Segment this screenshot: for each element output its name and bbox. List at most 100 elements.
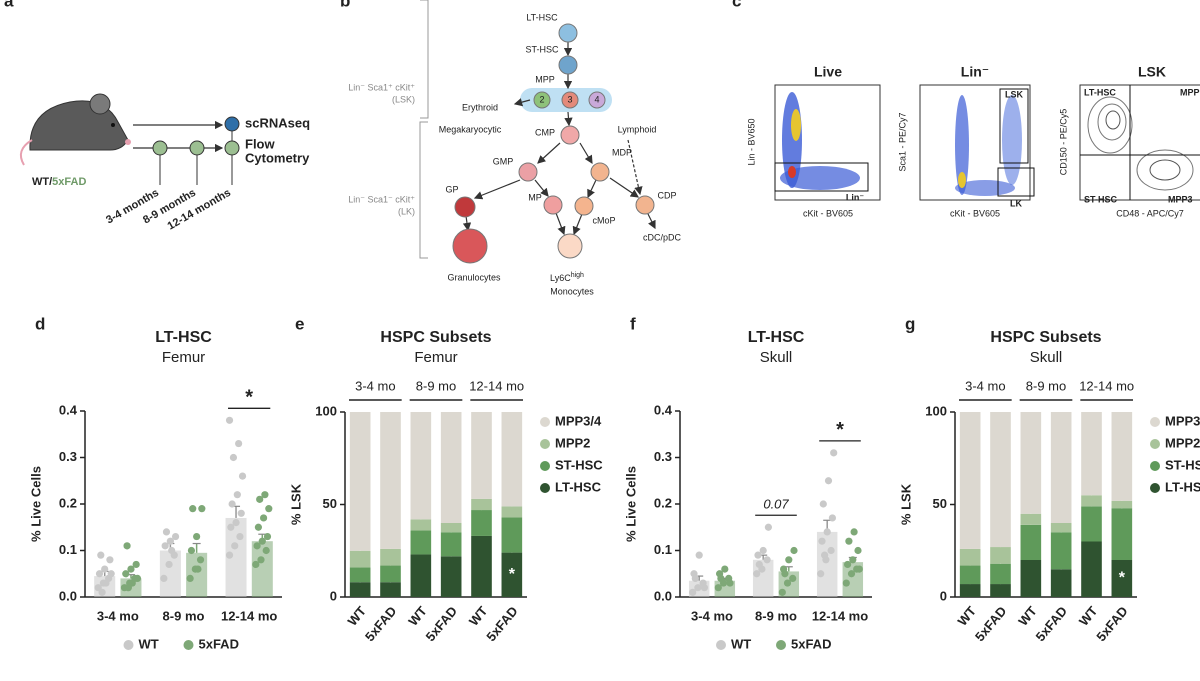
node-label: cMoP [592,215,615,225]
x-tick-label: 5xFAD [1093,603,1131,644]
y-tick-label: 0.0 [654,588,672,603]
node [558,55,578,75]
legend-label: MPP2 [555,435,590,450]
legend-marker [1150,439,1160,449]
y-tick-label: 0 [330,588,337,603]
bar-segment [1020,513,1042,525]
axis-label: Lin - BV650 [746,118,756,165]
bar-segment [1111,508,1133,560]
legend-marker [716,640,726,650]
compartment-label: Lin⁻ Sca1⁻ cKit⁺ [348,194,415,204]
data-point [161,542,169,550]
gate-label: MPP [1180,87,1200,97]
legend-label: 5xFAD [199,636,239,651]
x-tick-label: WT [955,603,980,628]
legend-label: WT [731,636,751,651]
monocyte-cell [557,233,583,259]
data-point [124,584,132,592]
node-label: GP [445,184,458,194]
data-point [165,560,173,569]
data-point [262,546,270,555]
data-point [694,584,702,592]
data-point [198,505,206,513]
data-point [229,453,238,462]
significance-label: 0.07 [763,497,789,512]
data-point [265,505,273,513]
data-point [97,551,105,559]
arrow [587,179,597,199]
density [780,166,860,190]
data-point [225,416,234,424]
contour [1087,96,1133,154]
bar-segment [990,547,1011,564]
legend-label: ST-HSC [555,457,603,472]
chart-title: LT-HSC [748,329,805,346]
y-axis-label: % Live Cells [623,466,638,542]
data-point [689,588,697,596]
arrow [647,213,656,230]
gate [997,167,1035,197]
output-label: Granulocytes [447,272,501,282]
bar-segment [471,535,492,597]
granulocyte-cell [452,228,488,264]
bar-segment [349,412,371,551]
data-point [258,537,266,545]
node-label: 3 [567,94,572,104]
x-tick-label: 5xFAD [423,603,461,644]
group-label: 8-9 mo [416,378,456,393]
node-label: GMP [493,156,514,166]
genotype-label: WT/5xFAD [32,176,86,188]
data-point [232,519,240,527]
bar-segment [990,412,1011,548]
node [635,195,655,215]
genotype-wt: WT/ [32,176,52,188]
data-point [254,523,262,531]
significance-label: * [245,387,253,409]
chart-subtitle: Femur [162,349,205,366]
bar-segment [1081,412,1102,496]
data-point [790,546,798,555]
bar-segment [349,567,371,583]
arrow [555,212,566,236]
legend-marker [540,417,550,427]
node-label: MP [528,192,542,202]
data-point [755,560,763,569]
bar-segment [501,412,523,507]
bar-segment [959,584,981,597]
node [518,162,538,182]
x-tick-label: WT [405,603,430,628]
data-point [781,570,789,578]
data-point [253,542,261,550]
panel-letter: g [905,314,915,333]
legend-marker [1150,461,1160,471]
bar-segment [471,510,492,536]
x-tick-label: WT [1076,603,1101,628]
data-point [260,514,268,522]
data-point [817,570,825,578]
bar-segment [1050,412,1072,523]
arrow [627,139,643,196]
x-tick-label: 12-14 mo [221,608,277,623]
significance-label: * [1119,570,1126,587]
data-point [106,556,114,564]
x-tick-label: 5xFAD [362,603,400,644]
y-tick-label: 0 [940,588,947,603]
timepoint-dot [189,140,205,156]
data-point [830,449,838,457]
data-point [194,565,202,573]
bar-segment [349,550,371,568]
plot-title: LSK [1138,64,1166,80]
y-tick-label: 0.2 [59,495,77,510]
panel-letter: b [340,0,350,10]
gate-label: LK [1010,198,1022,208]
bar-segment [471,498,492,511]
chart-panel: f LT-HSC Skull % Live Cells 0.0 0.1 0.2 0.3 0.4 3… [623,314,872,651]
bar-segment [1081,506,1102,542]
y-axis-label: % LSK [898,483,913,525]
y-tick-label: 0.1 [59,542,77,557]
node [588,91,606,109]
node [558,23,578,43]
bar-segment [959,548,981,566]
data-point [828,514,837,522]
